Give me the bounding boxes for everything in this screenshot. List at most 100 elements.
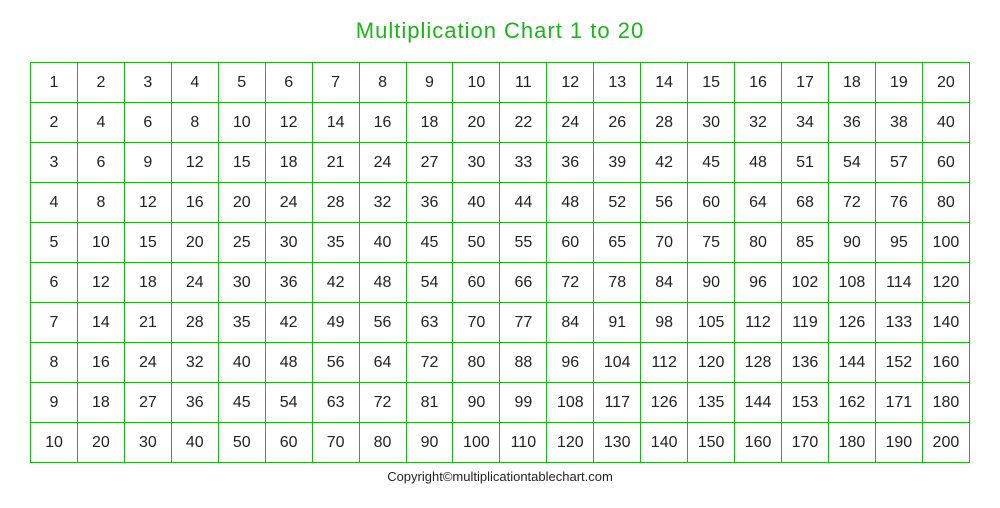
table-cell: 30 — [688, 103, 735, 143]
table-cell: 171 — [875, 383, 922, 423]
table-cell: 45 — [406, 223, 453, 263]
table-row: 48121620242832364044485256606468727680 — [31, 183, 970, 223]
table-cell: 30 — [124, 423, 171, 463]
table-cell: 27 — [406, 143, 453, 183]
table-cell: 5 — [218, 63, 265, 103]
table-cell: 63 — [406, 303, 453, 343]
table-cell: 7 — [31, 303, 78, 343]
table-cell: 60 — [922, 143, 969, 183]
table-cell: 2 — [77, 63, 124, 103]
table-cell: 90 — [688, 263, 735, 303]
table-cell: 72 — [406, 343, 453, 383]
table-cell: 36 — [171, 383, 218, 423]
table-cell: 24 — [124, 343, 171, 383]
table-cell: 120 — [547, 423, 594, 463]
table-cell: 24 — [265, 183, 312, 223]
table-cell: 4 — [171, 63, 218, 103]
table-cell: 8 — [359, 63, 406, 103]
table-cell: 40 — [922, 103, 969, 143]
table-cell: 56 — [641, 183, 688, 223]
table-cell: 32 — [359, 183, 406, 223]
table-cell: 16 — [735, 63, 782, 103]
table-cell: 28 — [312, 183, 359, 223]
table-cell: 136 — [782, 343, 829, 383]
table-row: 5101520253035404550556065707580859095100 — [31, 223, 970, 263]
table-row: 6121824303642485460667278849096102108114… — [31, 263, 970, 303]
table-cell: 52 — [594, 183, 641, 223]
table-cell: 57 — [875, 143, 922, 183]
table-cell: 65 — [594, 223, 641, 263]
table-cell: 36 — [265, 263, 312, 303]
table-cell: 128 — [735, 343, 782, 383]
table-cell: 7 — [312, 63, 359, 103]
table-cell: 36 — [828, 103, 875, 143]
table-cell: 75 — [688, 223, 735, 263]
table-cell: 22 — [500, 103, 547, 143]
table-cell: 120 — [688, 343, 735, 383]
table-row: 7142128354249566370778491981051121191261… — [31, 303, 970, 343]
table-cell: 150 — [688, 423, 735, 463]
table-cell: 9 — [31, 383, 78, 423]
table-cell: 40 — [453, 183, 500, 223]
table-cell: 3 — [124, 63, 171, 103]
table-cell: 17 — [782, 63, 829, 103]
table-cell: 14 — [312, 103, 359, 143]
table-cell: 70 — [312, 423, 359, 463]
table-cell: 70 — [641, 223, 688, 263]
table-cell: 64 — [735, 183, 782, 223]
table-cell: 16 — [171, 183, 218, 223]
table-cell: 34 — [782, 103, 829, 143]
table-cell: 8 — [171, 103, 218, 143]
table-cell: 26 — [594, 103, 641, 143]
table-cell: 10 — [453, 63, 500, 103]
table-cell: 100 — [922, 223, 969, 263]
table-cell: 48 — [735, 143, 782, 183]
table-cell: 140 — [922, 303, 969, 343]
table-row: 1234567891011121314151617181920 — [31, 63, 970, 103]
table-cell: 55 — [500, 223, 547, 263]
table-cell: 2 — [31, 103, 78, 143]
table-cell: 48 — [547, 183, 594, 223]
table-cell: 84 — [547, 303, 594, 343]
table-cell: 105 — [688, 303, 735, 343]
table-cell: 42 — [265, 303, 312, 343]
table-cell: 99 — [500, 383, 547, 423]
table-cell: 18 — [77, 383, 124, 423]
table-cell: 30 — [453, 143, 500, 183]
table-cell: 30 — [265, 223, 312, 263]
table-cell: 80 — [359, 423, 406, 463]
table-cell: 11 — [500, 63, 547, 103]
table-cell: 81 — [406, 383, 453, 423]
table-cell: 39 — [594, 143, 641, 183]
table-cell: 50 — [453, 223, 500, 263]
table-cell: 9 — [124, 143, 171, 183]
table-cell: 90 — [453, 383, 500, 423]
table-cell: 51 — [782, 143, 829, 183]
table-cell: 60 — [688, 183, 735, 223]
table-cell: 91 — [594, 303, 641, 343]
table-cell: 28 — [641, 103, 688, 143]
table-cell: 12 — [171, 143, 218, 183]
table-cell: 12 — [547, 63, 594, 103]
table-cell: 112 — [641, 343, 688, 383]
table-cell: 76 — [875, 183, 922, 223]
table-cell: 36 — [406, 183, 453, 223]
table-cell: 48 — [359, 263, 406, 303]
table-cell: 5 — [31, 223, 78, 263]
table-cell: 14 — [641, 63, 688, 103]
table-cell: 6 — [77, 143, 124, 183]
table-cell: 36 — [547, 143, 594, 183]
table-cell: 90 — [828, 223, 875, 263]
table-cell: 64 — [359, 343, 406, 383]
table-cell: 14 — [77, 303, 124, 343]
table-cell: 9 — [406, 63, 453, 103]
table-cell: 133 — [875, 303, 922, 343]
multiplication-table-container: 1234567891011121314151617181920246810121… — [30, 62, 970, 463]
table-cell: 19 — [875, 63, 922, 103]
table-cell: 20 — [77, 423, 124, 463]
table-cell: 10 — [218, 103, 265, 143]
table-cell: 54 — [265, 383, 312, 423]
table-cell: 170 — [782, 423, 829, 463]
table-cell: 6 — [31, 263, 78, 303]
table-row: 3691215182124273033363942454851545760 — [31, 143, 970, 183]
